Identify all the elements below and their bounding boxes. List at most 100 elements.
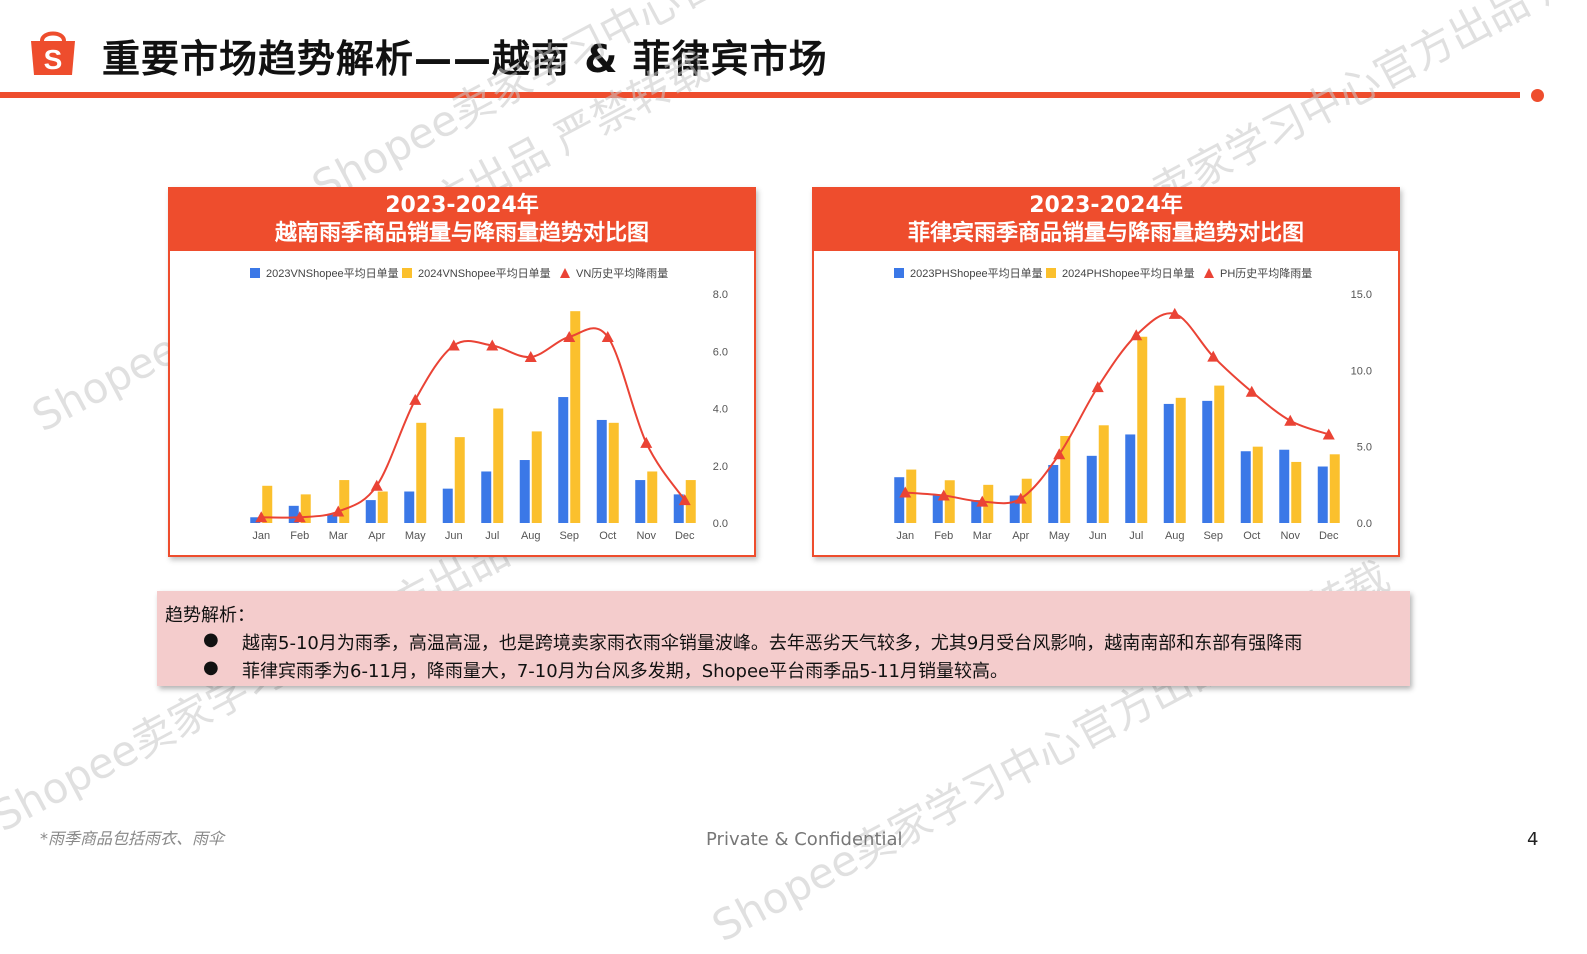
chart-panel-vn: 2023-2024年 越南雨季商品销量与降雨量趋势对比图 2023VNShope… [168, 187, 756, 557]
bar [416, 422, 427, 523]
line-marker [1322, 428, 1335, 440]
x-tick-label: Mar [329, 530, 348, 542]
line-marker [976, 495, 989, 507]
x-tick-label: Nov [1280, 530, 1300, 542]
y-tick-label: 6.0 [713, 346, 728, 358]
line-marker [1091, 381, 1104, 393]
bar [570, 311, 581, 523]
bar [1021, 478, 1032, 523]
bar [894, 477, 905, 523]
x-tick-label: Feb [934, 530, 953, 542]
y-tick-label: 2.0 [713, 461, 728, 473]
bar [608, 422, 619, 523]
bar [685, 480, 696, 523]
line-marker [640, 436, 653, 448]
line-marker [563, 330, 576, 342]
x-tick-label: Jul [1129, 530, 1143, 542]
bar [288, 505, 299, 523]
bar [983, 484, 994, 523]
bar [1125, 434, 1136, 523]
x-tick-label: May [405, 530, 426, 542]
line-marker [370, 479, 383, 491]
chart-vn: 2023VNShopee平均日单量 2024VNShopee平均日单量 VN历史平均… [250, 266, 728, 542]
line-marker [409, 393, 422, 405]
bar [971, 500, 982, 523]
line-marker [1245, 385, 1258, 397]
x-tick-label: Mar [973, 530, 992, 542]
confidential-label: Private & Confidential [706, 829, 903, 850]
line-marker [1168, 307, 1181, 319]
bar [1163, 403, 1174, 523]
legend-label: 2023VNShopee平均日单量 [266, 267, 399, 280]
x-tick-label: Jun [1089, 530, 1107, 542]
bar [262, 485, 273, 523]
x-tick-label: Apr [1012, 530, 1029, 542]
bar [944, 480, 955, 523]
y-tick-label: 4.0 [713, 404, 728, 416]
line-marker [524, 350, 537, 362]
series-line [261, 327, 686, 519]
bar [1202, 400, 1213, 523]
chart-title-line2: 越南雨季商品销量与降雨量趋势对比图 [274, 221, 649, 246]
x-tick-label: Dec [675, 530, 695, 542]
bar [1252, 446, 1263, 523]
logo-letter: S [44, 44, 63, 75]
page-number: 4 [1527, 829, 1539, 850]
chart-ph: 2023PHShopee平均日单量 2024PHShopee平均日单量 PH历史平均… [894, 266, 1372, 542]
bar [481, 471, 492, 523]
bar [1137, 336, 1148, 523]
bar [377, 491, 388, 523]
bar [1175, 397, 1186, 523]
bar [647, 471, 658, 523]
chart-panel-header: 2023-2024年 越南雨季商品销量与降雨量趋势对比图 [170, 189, 754, 251]
bar [300, 494, 311, 523]
line-marker [255, 511, 268, 523]
line-marker [1053, 448, 1066, 460]
line-marker [678, 494, 691, 506]
analysis-heading: 趋势解析： [165, 605, 255, 626]
x-tick-label: Jan [252, 530, 270, 542]
line-marker [293, 511, 306, 523]
x-tick-label: Sep [1203, 530, 1223, 542]
bar [339, 480, 350, 523]
header-rule [0, 92, 1520, 98]
legend-swatch [402, 268, 412, 278]
bar [1279, 449, 1290, 523]
legend-swatch [1204, 268, 1214, 278]
x-tick-label: Aug [521, 530, 541, 542]
x-tick-label: Apr [368, 530, 385, 542]
chart-panel-header: 2023-2024年 菲律宾雨季商品销量与降雨量趋势对比图 [814, 189, 1398, 251]
y-tick-label: 10.0 [1351, 365, 1372, 377]
shopee-logo: S [31, 31, 75, 75]
x-tick-label: Jul [485, 530, 499, 542]
line-marker [332, 505, 345, 517]
bullet-icon: ● [203, 657, 219, 678]
x-tick-label: May [1049, 530, 1070, 542]
legend-swatch [250, 268, 260, 278]
bar [1048, 464, 1059, 523]
bar [932, 495, 943, 523]
line-marker [1014, 492, 1027, 504]
bar [519, 460, 530, 523]
line-marker [1284, 414, 1297, 426]
bar [531, 431, 542, 523]
bar [1009, 495, 1020, 523]
bar [1098, 425, 1109, 523]
analysis-point-text: 越南5-10月为雨季，高温高湿，也是跨境卖家雨衣雨伞销量波峰。去年恶劣天气较多，… [242, 633, 1303, 654]
x-tick-label: Jun [445, 530, 463, 542]
chart-title-line1: 2023-2024年 [385, 193, 539, 218]
x-tick-label: Sep [559, 530, 579, 542]
line-marker [1130, 329, 1143, 341]
bar [327, 514, 338, 523]
line-marker [899, 486, 912, 498]
bullet-icon: ● [203, 629, 219, 650]
x-tick-label: Oct [1243, 530, 1260, 542]
line-marker [486, 339, 499, 351]
analysis-point: ● 越南5-10月为雨季，高温高湿，也是跨境卖家雨衣雨伞销量波峰。去年恶劣天气较… [165, 629, 1402, 655]
analysis-box: 趋势解析： ● 越南5-10月为雨季，高温高湿，也是跨境卖家雨衣雨伞销量波峰。去… [157, 591, 1410, 686]
legend-label: VN历史平均降雨量 [576, 266, 668, 280]
page-title: 重要市场趋势解析——越南 & 菲律宾市场 [102, 37, 828, 81]
legend-label: 2024PHShopee平均日单量 [1062, 267, 1195, 280]
bar [558, 397, 569, 523]
line-marker [447, 339, 460, 351]
